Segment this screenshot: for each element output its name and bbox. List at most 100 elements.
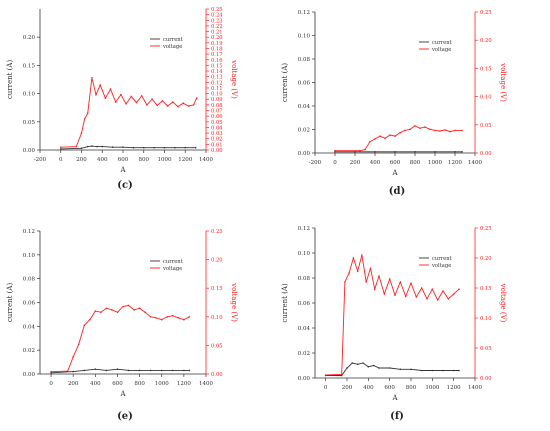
series-point-current [116, 368, 119, 371]
series-point-current [50, 372, 52, 374]
panel-caption: (e) [117, 411, 133, 422]
y-right-tick-label: 0.05 [480, 123, 492, 129]
series-point-voltage [399, 281, 402, 283]
y-left-tick-label: 0.12 [298, 226, 310, 232]
series-point-voltage [100, 311, 102, 314]
series-point-voltage [66, 370, 69, 372]
series-point-current [94, 368, 97, 371]
x-tick-label: 1200 [178, 157, 192, 163]
series-line-voltage [325, 254, 460, 376]
series-point-voltage [414, 125, 416, 127]
x-tick-label: 1000 [155, 381, 169, 387]
y-right-tick-label: 0.15 [211, 63, 223, 69]
panel-caption: (c) [117, 180, 133, 191]
series-point-voltage [383, 293, 386, 295]
series-line-voltage [51, 304, 190, 373]
y-left-tick-label: 0.10 [23, 92, 36, 98]
legend-label: current [163, 259, 184, 265]
series-point-voltage [374, 138, 376, 140]
y-left-tick-label: 0.06 [298, 301, 311, 307]
series-point-voltage [111, 309, 113, 311]
series-point-voltage [447, 298, 450, 300]
series-point-voltage [75, 145, 78, 148]
y-left-tick-label: 0.10 [23, 253, 36, 259]
series-point-voltage [404, 295, 407, 298]
series-point-voltage [144, 311, 146, 314]
y-left-tick-label: 0.10 [298, 34, 311, 40]
series-point-voltage [122, 305, 124, 308]
y-right-tick-label: 0.25 [480, 10, 492, 16]
series-point-voltage [109, 88, 112, 90]
series-point-current [340, 374, 343, 377]
series-point-voltage [195, 97, 198, 99]
series-point-current [153, 146, 155, 149]
series-point-voltage [77, 343, 80, 346]
series-point-current [442, 369, 444, 372]
series-point-current [346, 367, 348, 369]
y-right-tick-label: 0.12 [211, 80, 223, 86]
y-right-tick-label: 0.05 [211, 343, 223, 349]
series-point-voltage [166, 105, 169, 107]
y-left-tick-label: 0.20 [23, 35, 36, 41]
series-point-voltage [369, 267, 372, 270]
y-right-tick-label: 0.00 [480, 376, 492, 382]
y-right-axis-label: voltage (V) [230, 282, 238, 322]
x-tick-label: 400 [363, 385, 374, 391]
series-point-voltage [135, 101, 138, 104]
series-point-voltage [356, 270, 359, 273]
y-right-tick-label: 0.00 [211, 148, 223, 154]
chart-panel: 0 200 400 600 800 1000 1200 1400 0.00 0.02 0.04 0.0… [6, 229, 238, 422]
x-tick-label: -200 [309, 160, 322, 166]
series-point-current [374, 151, 376, 153]
y-right-tick-label: 0.22 [211, 24, 223, 30]
series-point-current [356, 363, 359, 366]
y-right-tick-label: 0.10 [211, 315, 223, 321]
series-point-voltage [426, 298, 428, 300]
x-tick-label: 1000 [425, 385, 439, 391]
x-tick-label: -200 [34, 157, 47, 163]
y-right-axis-label: voltage (V) [230, 59, 238, 99]
series-point-voltage [187, 105, 190, 107]
series-point-voltage [105, 307, 108, 310]
y-right-tick-label: 0.25 [480, 226, 492, 232]
y-left-tick-label: 0.00 [23, 148, 36, 154]
x-tick-label: 1200 [447, 385, 461, 391]
x-tick-label: 600 [112, 381, 123, 387]
y-right-tick-label: 0.25 [211, 7, 223, 13]
series-point-voltage [454, 129, 456, 132]
series-point-voltage [151, 98, 153, 100]
series-point-voltage [394, 294, 396, 297]
series-point-current [96, 145, 98, 148]
series-point-voltage [379, 135, 381, 137]
x-tick-label: 200 [342, 385, 353, 391]
series-point-voltage [116, 311, 119, 314]
y-left-tick-label: 0.10 [298, 251, 311, 257]
x-tick-label: 600 [390, 160, 401, 166]
series-point-voltage [359, 149, 361, 152]
series-point-voltage [177, 317, 180, 319]
series-point-current [101, 145, 104, 148]
series-line-current [325, 362, 459, 376]
series-point-voltage [130, 95, 133, 98]
x-tick-label: 400 [90, 381, 101, 387]
y-left-tick-label: 0.15 [23, 63, 36, 69]
series-point-voltage [161, 100, 164, 102]
series-point-current [354, 151, 356, 153]
series-point-current [434, 151, 436, 153]
series-point-voltage [72, 356, 74, 358]
series-point-voltage [388, 278, 391, 280]
series-point-current [431, 369, 434, 372]
series-point-voltage [94, 310, 97, 312]
series-point-current [458, 369, 460, 372]
series-point-voltage [384, 137, 386, 140]
y-left-tick-label: 0.08 [23, 277, 36, 283]
x-tick-label: 1400 [468, 160, 482, 166]
series-point-voltage [140, 95, 143, 97]
y-right-tick-label: 0.07 [211, 109, 223, 115]
x-tick-label: 200 [68, 381, 79, 387]
y-right-tick-label: 0.15 [211, 286, 223, 292]
y-right-tick-label: 0.10 [211, 92, 223, 98]
y-right-tick-label: 0.18 [211, 46, 223, 52]
series-point-voltage [183, 318, 185, 321]
series-point-current [163, 146, 166, 149]
